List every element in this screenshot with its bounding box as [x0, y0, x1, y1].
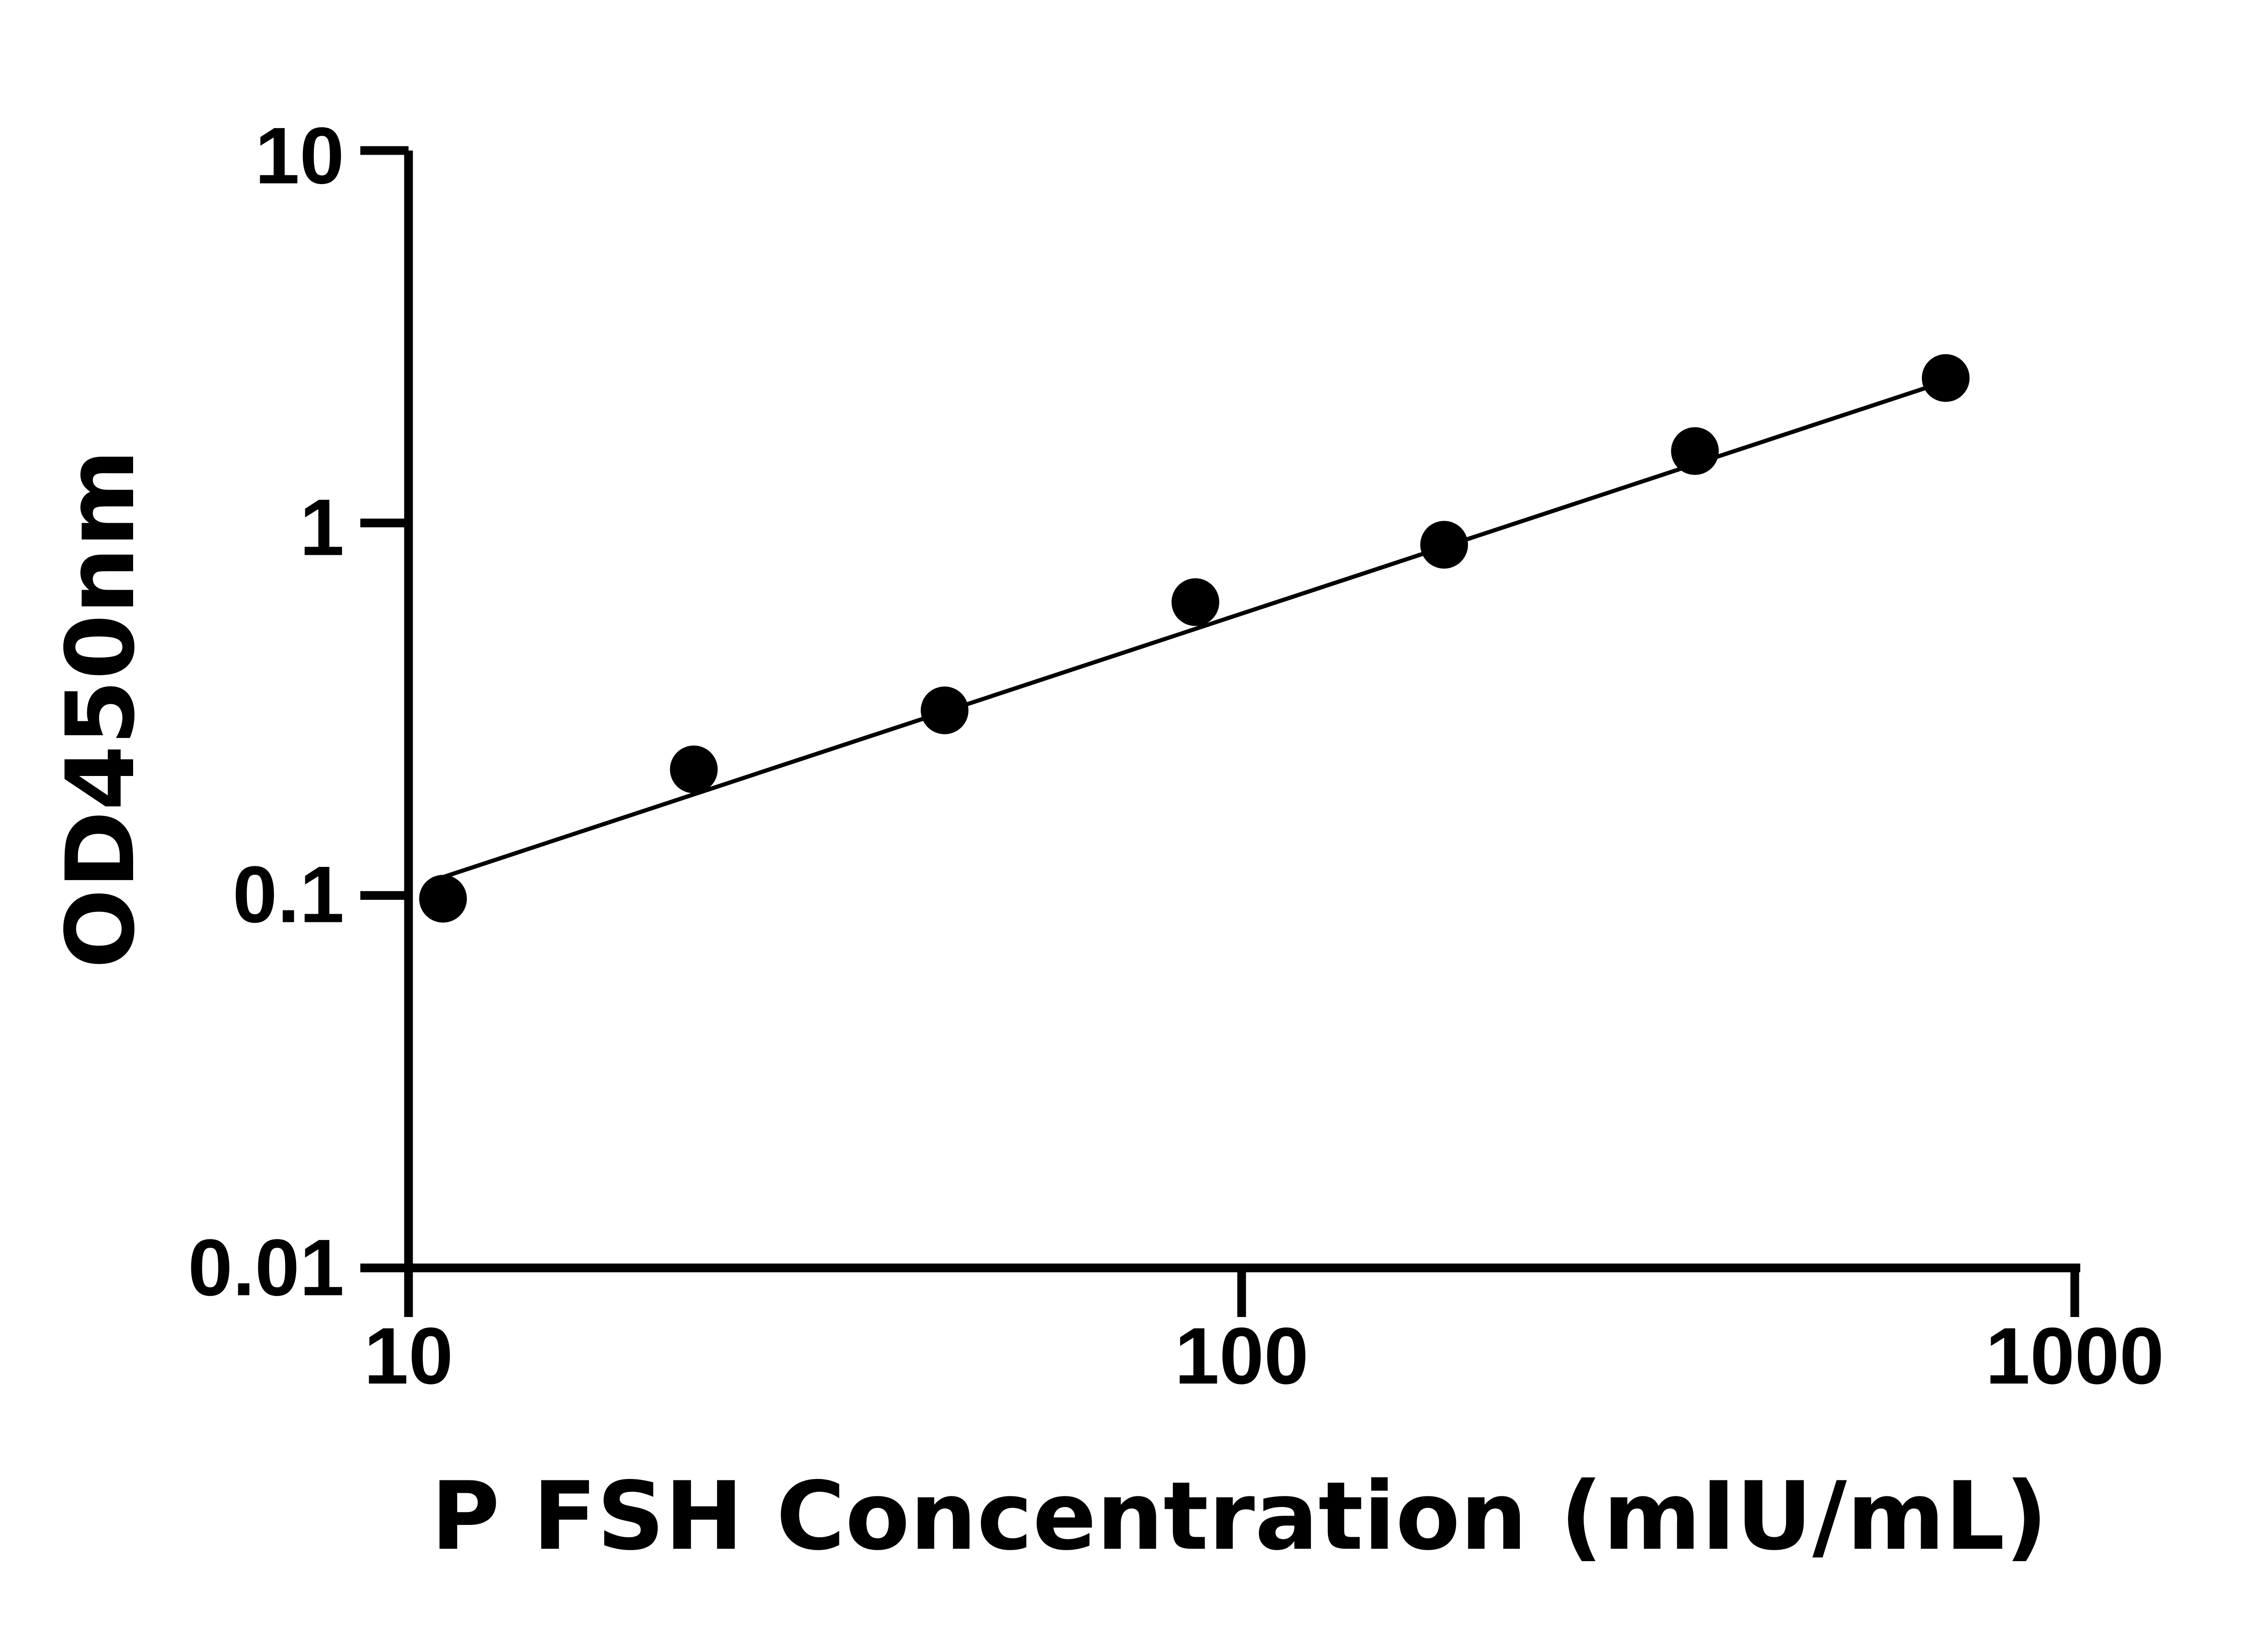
data-point — [1921, 354, 1970, 402]
x-tick-label-10: 10 — [364, 1312, 454, 1401]
data-point — [920, 686, 969, 734]
y-axis-title: OD450nm — [46, 449, 156, 969]
y-tick-label-0.01: 0.01 — [188, 1223, 344, 1313]
y-tick-label-0.1: 0.1 — [233, 850, 344, 940]
data-point — [419, 875, 467, 923]
y-tick-label-10: 10 — [255, 112, 344, 201]
data-point — [1671, 427, 1719, 475]
plot-area: 0.01 0.1 1 10 10 100 1000 P FSH Concentr… — [46, 112, 2164, 1572]
x-axis-ticks — [404, 1268, 2079, 1317]
fit-line — [442, 379, 1947, 879]
y-axis-ticks — [360, 146, 409, 1272]
x-tick-label-100: 100 — [1175, 1312, 1309, 1401]
y-tick-label-1: 1 — [300, 483, 344, 573]
x-axis-title: P FSH Concentration (mIU/mL) — [431, 1462, 2048, 1571]
data-point — [1171, 578, 1220, 626]
data-points — [419, 354, 1970, 923]
x-tick-label-1000: 1000 — [1985, 1312, 2164, 1401]
data-point — [1420, 521, 1468, 569]
data-point — [670, 745, 718, 793]
